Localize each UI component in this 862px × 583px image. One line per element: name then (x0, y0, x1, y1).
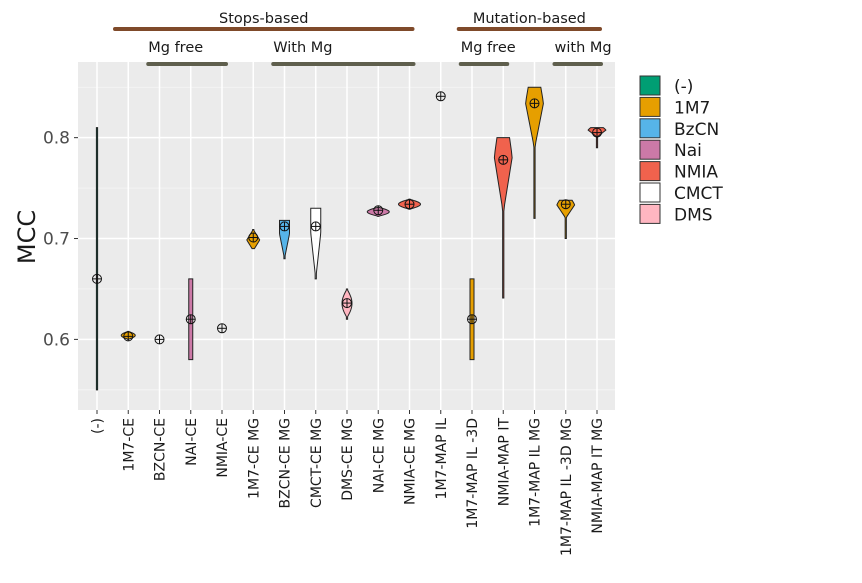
x-tick-label-10: NMIA-CE MG (403, 418, 419, 505)
x-tick-label-12: 1M7-MAP IL -3D (465, 418, 481, 529)
x-tick-label-2: BZCN-CE (153, 418, 169, 481)
y-tick-label-0: 0.6 (43, 330, 70, 350)
x-tick-label-11: 1M7-MAP IL (434, 418, 450, 500)
legend-label-0: (-) (674, 77, 693, 97)
legend-label-5: CMCT (674, 184, 723, 204)
x-tick-label-6: BZCN-CE MG (278, 418, 294, 509)
mean-marker-3 (185, 314, 196, 325)
annotation-label-5: with Mg (555, 40, 612, 56)
annotation-label-4: Mg free (461, 40, 516, 56)
legend-swatch-5 (639, 182, 661, 203)
y-tick-label-1: 0.7 (43, 230, 70, 250)
legend-label-1: 1M7 (674, 98, 710, 118)
mean-marker-0 (92, 273, 102, 284)
x-tick-label-15: 1M7-MAP IL -3D MG (559, 418, 575, 556)
x-tick-label-5: 1M7-CE MG (246, 418, 262, 499)
mean-marker-13 (498, 154, 509, 165)
mean-marker-8 (342, 298, 352, 309)
annotation-label-0: Stops-based (219, 11, 309, 27)
x-tick-label-13: NMIA-MAP IT (496, 418, 512, 507)
x-tick-label-14: 1M7-MAP IL MG (528, 418, 544, 527)
x-axis: (-) 1M7-CE BZCN-CE NAI-CE NMIA-CE 1M7-CE MG BZ… (90, 410, 606, 556)
mean-marker-5 (248, 232, 259, 243)
legend-label-6: DMS (674, 205, 713, 225)
mean-marker-14 (529, 98, 540, 109)
legend-swatch-1 (639, 96, 661, 117)
mean-marker-15 (560, 199, 571, 210)
y-tick-label-2: 0.8 (43, 129, 70, 149)
group-annotations: Stops-based Mutation-based Mg free With Mg M… (113, 11, 612, 66)
x-tick-label-4: NMIA-CE (215, 418, 231, 478)
mean-marker-16 (592, 127, 602, 138)
mean-marker-9 (373, 205, 384, 216)
mean-marker-4 (217, 323, 227, 334)
legend-swatch-4 (639, 161, 661, 182)
mean-marker-1 (123, 331, 134, 342)
x-tick-label-16: NMIA-MAP IT MG (590, 418, 606, 534)
legend-swatch-0 (639, 75, 661, 96)
violin-13 (493, 137, 513, 299)
violins (92, 86, 607, 391)
mean-marker-10 (404, 199, 415, 210)
mean-marker-6 (279, 221, 290, 232)
legend-swatch-2 (639, 118, 661, 139)
violin-0 (95, 127, 99, 391)
x-tick-label-3: NAI-CE (184, 418, 200, 466)
x-tick-label-0: (-) (90, 418, 106, 434)
mean-marker-12 (467, 314, 477, 325)
violin-7 (310, 207, 322, 280)
y-axis-label: MCC (13, 210, 41, 264)
annotation-label-2: Mg free (148, 40, 203, 56)
violin-14 (525, 86, 544, 219)
x-tick-label-1: 1M7-CE (121, 418, 137, 472)
mean-marker-7 (310, 221, 321, 232)
annotation-label-1: Mutation-based (473, 11, 586, 27)
mean-marker-11 (435, 91, 446, 102)
mean-marker-2 (154, 334, 165, 345)
legend-swatch-6 (639, 203, 661, 224)
legend-label-3: Nai (674, 141, 702, 161)
legend-swatch-3 (639, 139, 661, 160)
violin-15 (556, 199, 576, 240)
x-tick-label-7: CMCT-CE MG (309, 418, 325, 508)
x-tick-label-9: NAI-CE MG (371, 418, 387, 493)
legend-label-2: BzCN (674, 120, 719, 140)
annotation-label-3: With Mg (273, 40, 332, 56)
x-tick-label-8: DMS-CE MG (340, 418, 356, 501)
legend-label-4: NMIA (674, 163, 718, 183)
y-axis: 0.6 0.7 0.8 (43, 129, 78, 350)
